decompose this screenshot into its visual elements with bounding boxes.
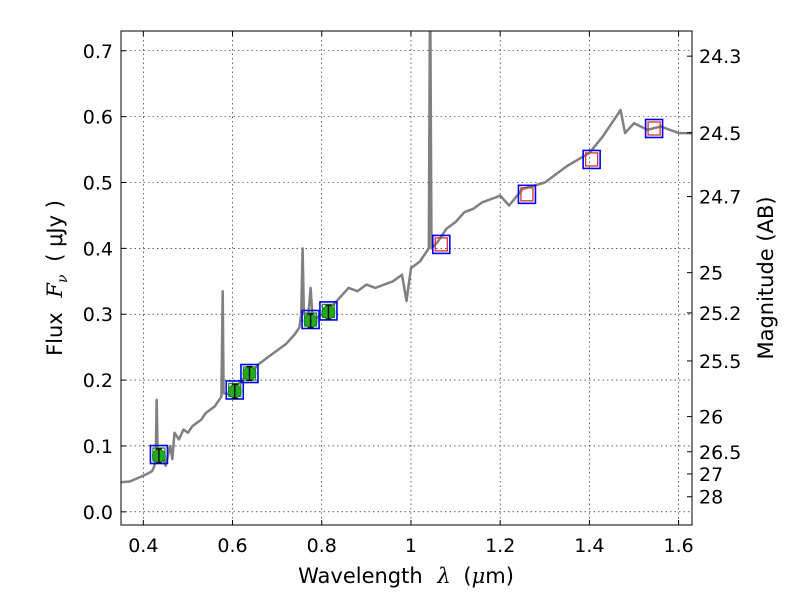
model-point-marker bbox=[434, 237, 448, 252]
filter-box-marker bbox=[582, 149, 601, 170]
model-point-marker bbox=[520, 187, 534, 202]
model-point-marker bbox=[647, 121, 661, 136]
y2-tick-label: 28 bbox=[699, 487, 723, 509]
plot-frame bbox=[120, 30, 693, 526]
y-tick-label: 0.7 bbox=[83, 41, 113, 63]
filter-box-marker bbox=[149, 444, 169, 465]
x-tick-label: 0.6 bbox=[217, 535, 247, 557]
y-tick-label: 0.5 bbox=[83, 172, 113, 194]
filter-box-marker bbox=[240, 363, 259, 384]
y2-tick-label: 24.5 bbox=[699, 123, 741, 145]
x-tick-label: 0.4 bbox=[128, 535, 158, 557]
y-axis-label-subscript: ν bbox=[55, 274, 71, 283]
y2-tick-label: 25.2 bbox=[699, 303, 741, 325]
y2-axis-label: Magnitude (AB) bbox=[754, 196, 778, 359]
y2-tick-label: 27 bbox=[699, 464, 723, 486]
spectrum-layer bbox=[121, 31, 692, 484]
y2-tick-label: 25.5 bbox=[699, 351, 741, 373]
x-tick-label: 1.4 bbox=[574, 535, 604, 557]
model-point-marker bbox=[584, 152, 599, 167]
x-axis-label: Wavelength λ (μm) bbox=[298, 564, 514, 588]
filter-box-marker bbox=[319, 301, 338, 321]
y2-tick-label: 26 bbox=[699, 407, 723, 429]
spectrum-line bbox=[121, 31, 692, 484]
x-axis-label-text: Wavelength bbox=[298, 564, 423, 588]
y-tick-label: 0.6 bbox=[83, 107, 113, 129]
y-tick-label: 0.4 bbox=[83, 238, 113, 260]
y-tick-label: 0.3 bbox=[83, 304, 113, 326]
x-axis-label-unit-rest: m) bbox=[485, 564, 514, 588]
x-axis-ticks: 0.4 0.6 0.8 1 1.2 1.4 1.6 bbox=[128, 31, 694, 557]
points-layer bbox=[149, 118, 664, 465]
y-tick-label: 0.0 bbox=[83, 502, 113, 524]
filter-box-marker bbox=[301, 309, 320, 330]
y-axis-ticks: 0.0 0.1 0.2 0.3 0.4 0.5 0.6 0.7 bbox=[83, 41, 126, 524]
x-axis-label-symbol: λ bbox=[436, 564, 450, 588]
y-axis-label-unit: ( μJy ) bbox=[43, 200, 67, 262]
y2-tick-label: 24.3 bbox=[699, 46, 741, 68]
x-tick-label: 1 bbox=[405, 535, 417, 557]
grid-lines bbox=[121, 31, 692, 525]
filter-box-marker bbox=[517, 184, 537, 205]
y-tick-label: 0.2 bbox=[83, 370, 113, 392]
x-tick-label: 1.2 bbox=[485, 535, 515, 557]
y2-tick-label: 26.5 bbox=[699, 442, 741, 464]
x-axis-label-unit-mu: μ bbox=[472, 564, 486, 588]
filter-box-marker bbox=[644, 118, 664, 139]
y2-tick-label: 24.7 bbox=[699, 187, 741, 209]
y-axis-label: Flux Fν ( μJy ) bbox=[43, 200, 72, 356]
x-axis-label-unit-open: ( bbox=[463, 564, 471, 588]
filter-box-marker bbox=[431, 234, 451, 255]
filter-box-marker bbox=[225, 380, 245, 400]
y-axis-label-text: Flux bbox=[43, 312, 67, 356]
y-axis-label-symbol: F bbox=[43, 282, 67, 299]
y-tick-label: 0.1 bbox=[83, 436, 113, 458]
y2-tick-label: 25 bbox=[699, 263, 723, 285]
x-tick-label: 1.6 bbox=[664, 535, 694, 557]
x-tick-label: 0.8 bbox=[307, 535, 337, 557]
